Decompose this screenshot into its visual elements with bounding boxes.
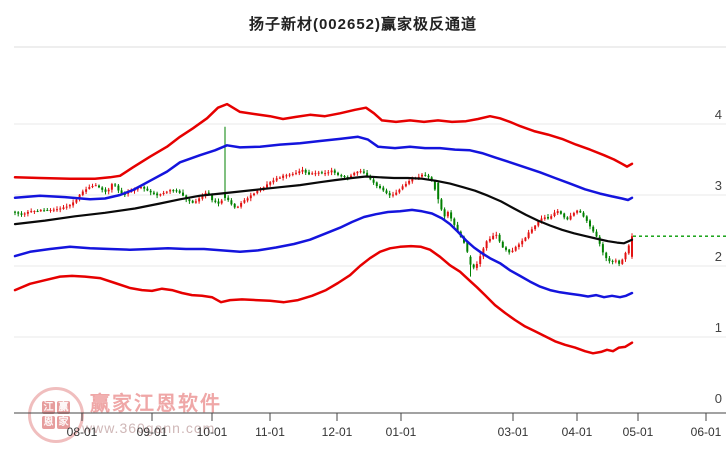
- svg-text:4: 4: [715, 107, 722, 122]
- x-axis: 08-01 09-01 10-01 11-01 12-01 01-01 03-01 04-01…: [14, 412, 726, 439]
- seal-char: 赢: [57, 401, 70, 414]
- upper-blue-line: [13, 135, 634, 202]
- svg-text:01-01: 01-01: [386, 425, 417, 439]
- seal-char: 家: [57, 416, 70, 429]
- svg-text:12-01: 12-01: [322, 425, 353, 439]
- lower-extreme-red-line: [13, 244, 634, 355]
- lower-blue-line: [13, 208, 634, 299]
- seal-row: 恩 家: [42, 416, 70, 429]
- svg-text:3: 3: [715, 178, 722, 193]
- middle-black-line: [13, 175, 634, 245]
- seal-row: 江 赢: [42, 401, 70, 414]
- chart-title: 扬子新材(002652)赢家极反通道: [248, 16, 478, 33]
- upper-extreme-red-line: [13, 102, 634, 180]
- svg-text:09-01: 09-01: [137, 425, 168, 439]
- watermark: 江 赢 恩 家 赢家江恩软件 www.360gann.com: [28, 387, 222, 443]
- svg-text:1: 1: [715, 320, 722, 335]
- svg-text:2: 2: [715, 249, 722, 264]
- svg-text:04-01: 04-01: [562, 425, 593, 439]
- svg-text:0: 0: [715, 391, 722, 406]
- svg-text:10-01: 10-01: [197, 425, 228, 439]
- y-axis-labels: 0 1 2 3 4: [715, 107, 722, 406]
- watermark-text: 赢家江恩软件 www.360gann.com: [82, 387, 222, 436]
- svg-text:06-01: 06-01: [691, 425, 722, 439]
- watermark-brand: 赢家江恩软件: [90, 393, 222, 415]
- svg-text:03-01: 03-01: [498, 425, 529, 439]
- seal-char: 恩: [42, 416, 55, 429]
- channel-lines: [13, 102, 634, 355]
- svg-text:05-01: 05-01: [623, 425, 654, 439]
- seal-char: 江: [42, 401, 55, 414]
- svg-text:11-01: 11-01: [255, 425, 285, 439]
- svg-text:08-01: 08-01: [67, 425, 98, 439]
- candles-layer: [14, 126, 633, 277]
- watermark-url: www.360gann.com: [82, 420, 216, 436]
